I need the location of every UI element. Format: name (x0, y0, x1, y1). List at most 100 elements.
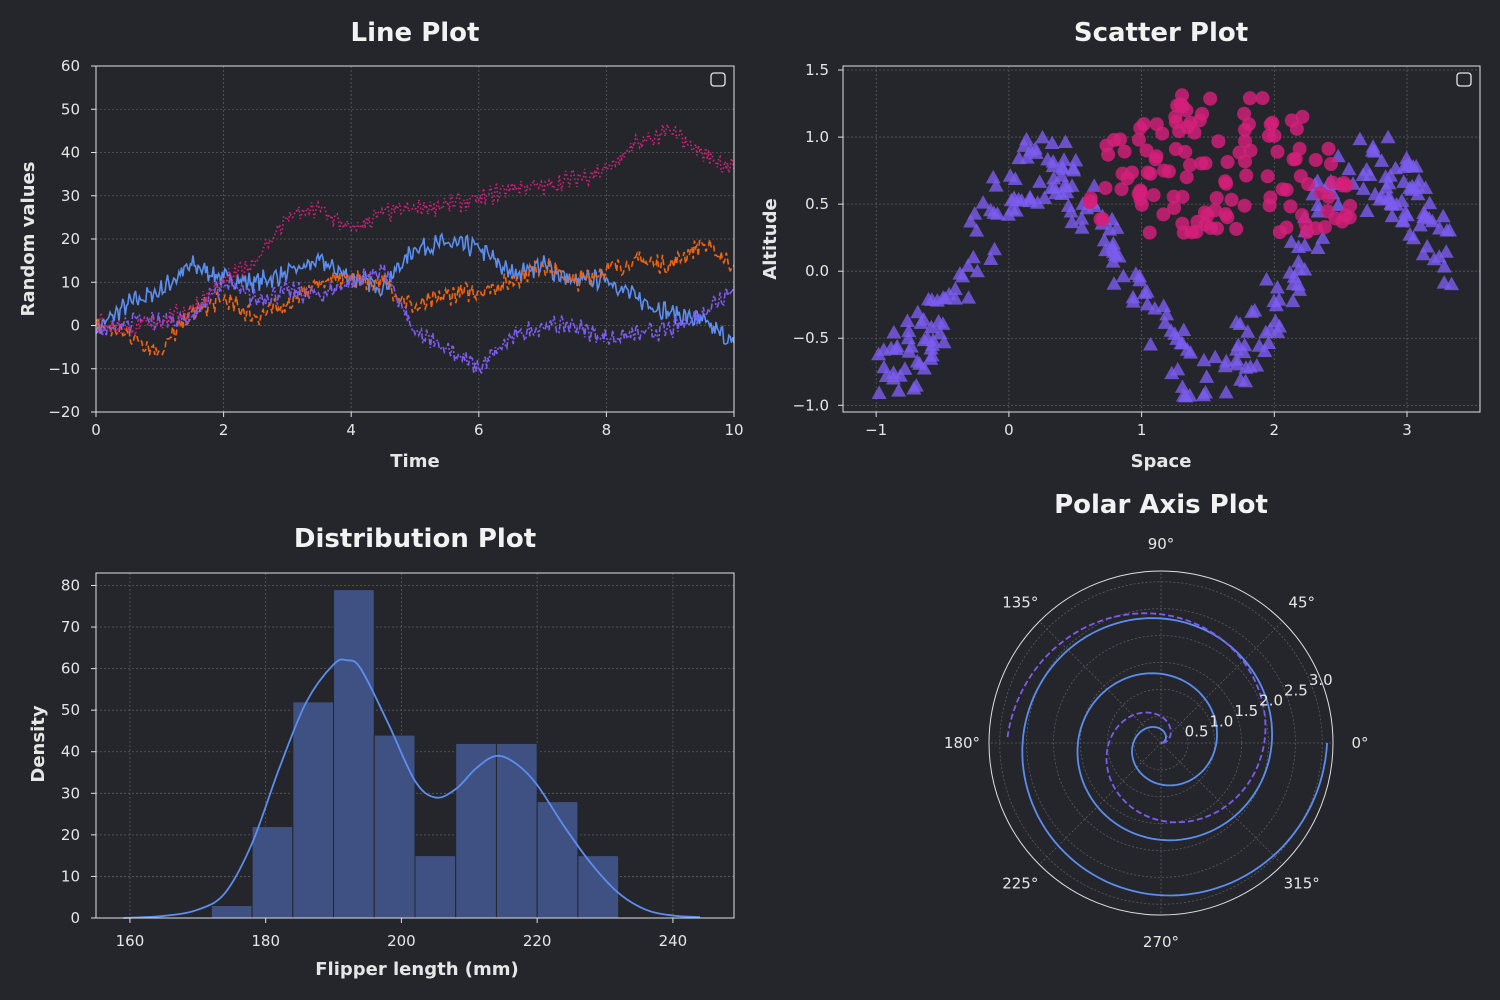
line-plot-xlabel: Time (390, 451, 439, 472)
scatter-point-circle (1198, 217, 1213, 232)
polar-radius-label: 2.0 (1259, 692, 1283, 710)
scatter-point-circle (1308, 221, 1323, 236)
scatter-point-triangle (1432, 220, 1448, 235)
scatter-point-triangle (1399, 150, 1415, 165)
scatter-point-triangle (1207, 349, 1223, 364)
scatter-point-triangle (1426, 251, 1442, 266)
scatter-point-triangle (983, 251, 999, 266)
scatter-plot-legend (1456, 72, 1472, 87)
scatter-point-triangle (1164, 365, 1180, 380)
scatter-point-triangle (1283, 234, 1299, 248)
scatter-point-triangle (1125, 289, 1141, 304)
hist-bar (455, 742, 497, 919)
scatter-point-circle (1161, 164, 1176, 179)
scatter-point-triangle (988, 178, 1004, 192)
scatter-point-triangle (1182, 387, 1198, 402)
scatter-point-triangle (900, 330, 916, 345)
line-plot-ytick-label: 30 (61, 187, 80, 205)
polar-plot-title: Polar Axis Plot (1054, 490, 1268, 520)
scatter-point-triangle (1195, 387, 1211, 402)
scatter-point-triangle (1364, 142, 1380, 157)
scatter-plot-ytick-label: −1.0 (793, 396, 829, 414)
scatter-point-circle (1183, 158, 1198, 173)
scatter-point-triangle (908, 378, 924, 392)
hist-kde-curve (123, 658, 701, 919)
polar-gridcircle (1026, 608, 1296, 878)
scatter-point-triangle (1028, 145, 1044, 159)
scatter-point-triangle (1139, 296, 1155, 311)
scatter-point-triangle (1419, 238, 1435, 253)
scatter-point-circle (1106, 133, 1121, 148)
scatter-point-circle (1146, 188, 1161, 203)
scatter-point-triangle (1290, 253, 1306, 268)
scatter-point-circle (1117, 144, 1132, 159)
polar-series-dashed (1006, 612, 1267, 824)
scatter-point-triangle (1137, 285, 1153, 299)
scatter-point-triangle (1285, 293, 1301, 308)
scatter-point-triangle (1291, 261, 1307, 276)
scatter-point-triangle (931, 314, 947, 328)
scatter-point-triangle (1310, 197, 1326, 211)
scatter-point-triangle (1238, 373, 1254, 388)
scatter-point-triangle (901, 323, 917, 337)
scatter-plot-ylabel: Altitude (760, 198, 781, 279)
scatter-point-circle (1178, 144, 1193, 159)
hist-xtick-label: 240 (659, 932, 688, 950)
scatter-point-triangle (1359, 203, 1375, 217)
scatter-point-triangle (1381, 175, 1397, 190)
scatter-point-triangle (1056, 152, 1072, 166)
polar-angle-label: 90° (1148, 535, 1175, 553)
scatter-point-triangle (1176, 322, 1192, 337)
scatter-point-triangle (982, 202, 998, 217)
line-plot-xtick-label: 0 (91, 421, 101, 439)
polar-angle-label: 45° (1288, 593, 1315, 611)
scatter-point-triangle (1341, 161, 1357, 176)
scatter-point-circle (1167, 200, 1182, 215)
scatter-point-triangle (1422, 195, 1438, 210)
scatter-point-triangle (1074, 211, 1090, 225)
line-plot-xtick-label: 10 (724, 421, 743, 439)
scatter-plot-xtick-label: 1 (1137, 421, 1147, 439)
hist-ytick-label: 0 (70, 909, 80, 927)
scatter-point-circle (1313, 186, 1328, 201)
polar-frame (988, 570, 1334, 916)
hist-bar (373, 734, 416, 919)
scatter-point-circle (1220, 154, 1235, 169)
scatter-point-triangle (947, 291, 963, 305)
polar-gridspoke (1039, 621, 1162, 744)
scatter-point-circle (1155, 126, 1170, 141)
hist-xtick-label: 220 (523, 932, 552, 950)
scatter-point-triangle (923, 319, 939, 334)
hist-ytick-label: 40 (61, 743, 80, 761)
scatter-plot-ytick-label: 0.0 (805, 262, 829, 280)
scatter-point-triangle (969, 223, 985, 237)
polar-angle-label: 180° (944, 734, 980, 752)
hist-bar (536, 801, 579, 919)
scatter-point-circle (1136, 117, 1151, 132)
scatter-point-triangle (925, 337, 941, 351)
polar-angle-label: 0° (1351, 734, 1368, 752)
scatter-point-triangle (1269, 280, 1285, 294)
scatter-plot-frame (842, 65, 1481, 413)
scatter-plot-xtick-label: 3 (1402, 421, 1412, 439)
scatter-point-triangle (1016, 138, 1032, 152)
scatter-point-triangle (1382, 168, 1398, 182)
scatter-point-triangle (1065, 160, 1081, 175)
scatter-point-triangle (1199, 369, 1215, 383)
scatter-point-triangle (1290, 277, 1306, 291)
scatter-point-circle (1098, 181, 1113, 196)
polar-radius-label: 3.0 (1309, 671, 1333, 689)
distribution-plot-frame (95, 572, 735, 919)
line-series-solid (95, 232, 735, 346)
scatter-point-triangle (1402, 227, 1418, 241)
scatter-point-triangle (1064, 214, 1080, 229)
scatter-point-circle (1289, 121, 1304, 136)
scatter-point-triangle (987, 241, 1003, 256)
scatter-point-triangle (1382, 190, 1398, 205)
scatter-point-triangle (1106, 276, 1122, 290)
scatter-plot-title: Scatter Plot (1074, 18, 1248, 48)
scatter-plot-axes: Scatter Plot Space Altitude −1 0 1 2 3 −1.0 −0… (760, 18, 1481, 472)
scatter-point-circle (1237, 154, 1252, 169)
scatter-point-triangle (903, 338, 919, 353)
